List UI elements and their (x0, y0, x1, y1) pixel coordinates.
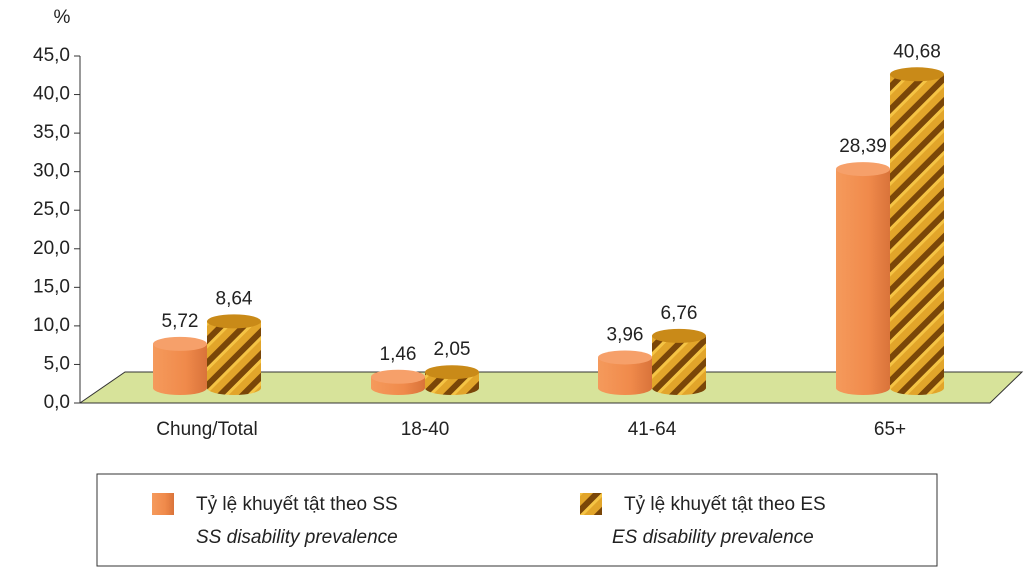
bar-top (425, 365, 479, 380)
y-tick-label: 10,0 (33, 315, 70, 336)
legend-label: Tỷ lệ khuyết tật theo SS (196, 494, 398, 515)
bar-top (836, 162, 890, 177)
bar (836, 169, 890, 395)
legend-box (96, 473, 938, 567)
value-label: 2,05 (434, 339, 471, 360)
y-tick-label: 20,0 (33, 238, 70, 259)
bar-top (652, 328, 706, 343)
legend-label-en: SS disability prevalence (196, 527, 398, 548)
bar (153, 343, 207, 395)
y-axis-label: % (54, 7, 71, 28)
value-label: 1,46 (380, 344, 417, 365)
bar-top (598, 350, 652, 365)
x-tick-label: 65+ (874, 419, 906, 440)
value-label: 5,72 (162, 311, 199, 332)
legend-swatch (152, 493, 174, 515)
bar (207, 321, 261, 395)
y-tick-label: 45,0 (33, 45, 70, 66)
y-tick-label: 0,0 (44, 392, 70, 413)
x-tick-label: 18-40 (401, 419, 450, 440)
value-label: 6,76 (661, 303, 698, 324)
legend-label-en: ES disability prevalence (612, 527, 814, 548)
y-tick-label: 25,0 (33, 199, 70, 220)
bar-top (890, 67, 944, 82)
value-label: 40,68 (893, 41, 941, 62)
y-tick-label: 35,0 (33, 122, 70, 143)
bar-top (207, 314, 261, 329)
x-tick-label: Chung/Total (156, 419, 257, 440)
value-label: 3,96 (607, 324, 644, 345)
bar-top (153, 336, 207, 351)
bar (652, 335, 706, 395)
y-tick-label: 15,0 (33, 276, 70, 297)
floor (78, 371, 1024, 404)
x-tick-label: 41-64 (628, 419, 677, 440)
bar (890, 74, 944, 395)
legend-swatch (580, 493, 602, 515)
y-tick-label: 5,0 (44, 353, 70, 374)
y-tick-label: 40,0 (33, 84, 70, 105)
legend-label: Tỷ lệ khuyết tật theo ES (624, 494, 826, 515)
bar (598, 357, 652, 395)
y-tick-label: 30,0 (33, 161, 70, 182)
bar-top (371, 369, 425, 384)
value-label: 8,64 (216, 288, 253, 309)
value-label: 28,39 (839, 136, 887, 157)
